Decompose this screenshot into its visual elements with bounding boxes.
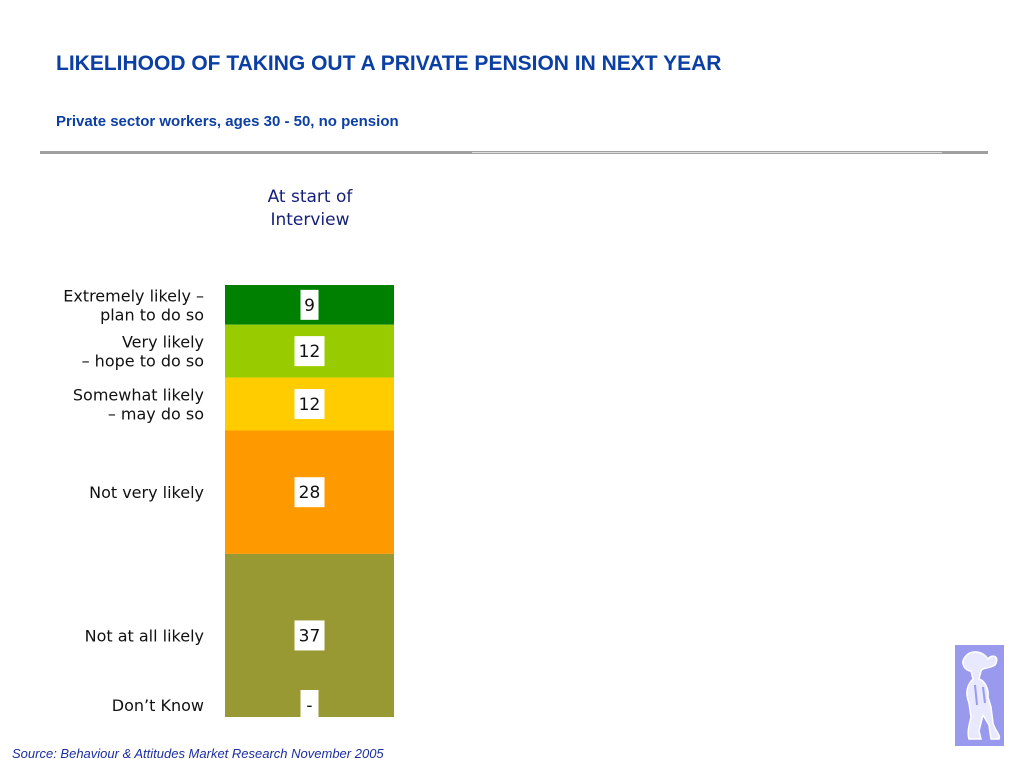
category-label-1: Very likely – hope to do so <box>82 333 204 371</box>
data-label-2: 12 <box>299 395 321 415</box>
column-header-line-2: Interview <box>270 210 350 230</box>
chart-subtitle: Private sector workers, ages 30 - 50, no… <box>56 113 399 130</box>
column-header: At start of Interview <box>240 186 380 232</box>
category-label-line: Not at all likely <box>85 626 204 645</box>
data-label-5: - <box>306 696 312 716</box>
category-label-line: Very likely <box>122 333 204 352</box>
column-header-line-1: At start of <box>267 187 353 207</box>
category-label-line: Not very likely <box>89 483 204 502</box>
data-label-1: 12 <box>299 342 321 362</box>
data-label-3: 28 <box>299 483 321 503</box>
category-label-line: plan to do so <box>100 305 204 324</box>
source-note: Source: Behaviour & Attitudes Market Res… <box>12 746 384 761</box>
category-label-line: – hope to do so <box>82 352 204 371</box>
category-label-5: Don’t Know <box>112 696 204 715</box>
divider-highlight <box>472 152 942 153</box>
category-label-line: Don’t Know <box>112 696 204 715</box>
data-label-0: 9 <box>304 296 315 316</box>
category-label-0: Extremely likely – plan to do so <box>63 286 204 324</box>
data-label-box-0 <box>300 289 319 320</box>
data-label-box-2 <box>294 389 325 420</box>
category-label-4: Not at all likely <box>85 626 204 645</box>
data-label-box-3 <box>294 477 325 508</box>
category-label-line: – may do so <box>108 405 204 424</box>
category-label-line: Somewhat likely <box>73 386 204 405</box>
data-label-4: 37 <box>299 626 321 646</box>
data-label-box-1 <box>294 336 325 367</box>
category-label-2: Somewhat likely – may do so <box>73 386 204 424</box>
category-label-line: Extremely likely – <box>63 286 204 305</box>
data-label-box-5 <box>300 690 319 720</box>
category-label-3: Not very likely <box>89 483 204 502</box>
abstract-figure-logo-icon <box>955 645 1004 746</box>
chart-title: LIKELIHOOD OF TAKING OUT A PRIVATE PENSI… <box>56 52 722 75</box>
data-label-box-4 <box>294 620 325 651</box>
